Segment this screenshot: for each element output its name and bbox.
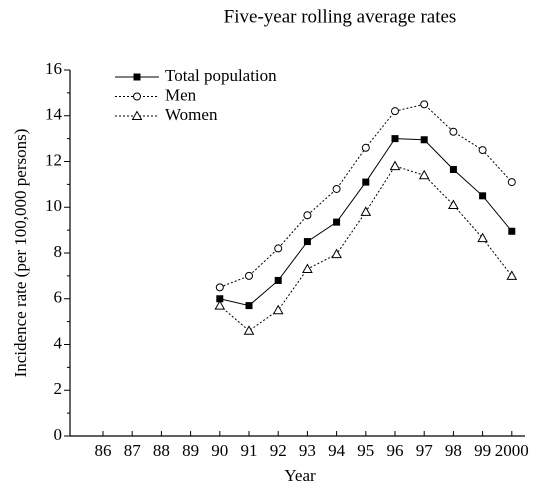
legend-label: Men: [165, 85, 197, 104]
data-point: [215, 283, 224, 292]
series-line: [219, 138, 513, 307]
data-point: [391, 107, 399, 116]
data-point: [448, 199, 459, 209]
data-point: [272, 304, 284, 315]
data-point: [478, 146, 487, 155]
x-tick-label: 89: [182, 441, 199, 460]
data-point: [303, 211, 312, 220]
x-tick-label: 93: [299, 441, 316, 460]
x-tick-label: 99: [474, 441, 491, 460]
data-point: [418, 169, 430, 180]
data-point: [506, 270, 518, 280]
data-point: [302, 263, 313, 274]
data-point: [507, 178, 516, 187]
data-point: [420, 100, 429, 109]
data-point: [332, 184, 341, 193]
data-point: [360, 206, 372, 216]
x-tick-label: 88: [153, 441, 170, 460]
x-tick-label: 91: [241, 441, 258, 460]
data-point: [477, 232, 488, 243]
x-tick-label: 2000: [495, 441, 529, 460]
x-tick-label: 86: [95, 441, 112, 460]
data-point: [331, 248, 342, 259]
y-tick-label: 14: [45, 105, 63, 124]
data-point: [389, 160, 401, 171]
data-point: [508, 227, 516, 235]
legend-marker: [133, 73, 141, 81]
y-tick-label: 12: [45, 150, 62, 169]
series-line: [219, 165, 513, 332]
data-point: [214, 300, 226, 310]
y-axis-label: Incidence rate (per 100,000 persons): [11, 129, 30, 378]
legend-marker: [131, 110, 143, 120]
data-point: [333, 218, 341, 226]
y-tick-label: 4: [54, 333, 63, 352]
y-tick-label: 16: [45, 59, 62, 78]
data-point: [274, 276, 282, 284]
data-point: [362, 178, 370, 186]
data-point: [303, 238, 311, 246]
data-point: [216, 295, 224, 303]
y-tick-label: 0: [54, 425, 63, 444]
data-point: [243, 325, 255, 335]
x-axis-label: Year: [284, 466, 316, 485]
y-tick-label: 8: [54, 242, 63, 261]
legend-label: Total population: [165, 66, 277, 85]
data-point: [274, 244, 283, 253]
legend-marker: [133, 92, 141, 101]
x-tick-label: 95: [357, 441, 374, 460]
legend-label: Women: [165, 105, 218, 124]
x-tick-label: 96: [387, 441, 404, 460]
y-tick-label: 6: [54, 288, 63, 307]
x-tick-label: 90: [211, 441, 228, 460]
data-point: [449, 166, 457, 174]
data-point: [479, 192, 487, 200]
x-tick-label: 92: [270, 441, 287, 460]
data-point: [245, 271, 253, 280]
data-point: [391, 135, 399, 143]
data-point: [420, 136, 428, 144]
x-tick-label: 94: [328, 441, 346, 460]
x-tick-label: 87: [124, 441, 142, 460]
y-tick-label: 2: [54, 379, 63, 398]
x-tick-label: 98: [445, 441, 462, 460]
data-point: [449, 127, 458, 136]
chart-title: Five-year rolling average rates: [224, 6, 457, 27]
y-tick-label: 10: [45, 196, 62, 215]
x-tick-label: 97: [416, 441, 434, 460]
data-point: [245, 302, 253, 310]
data-point: [361, 143, 370, 152]
series-line: [219, 103, 513, 288]
